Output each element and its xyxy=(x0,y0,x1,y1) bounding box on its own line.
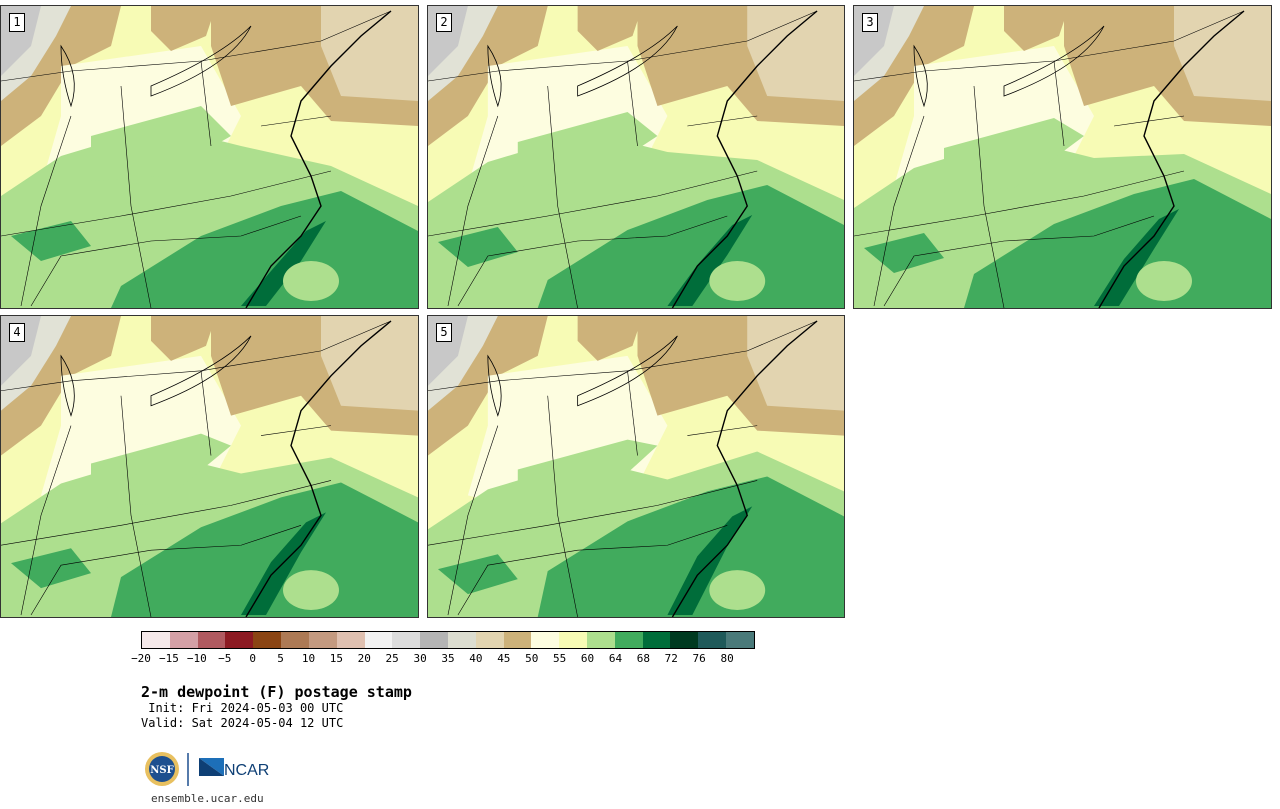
dewpoint-map xyxy=(1,316,418,617)
dewpoint-map xyxy=(1,6,418,308)
colorbar-tick-label: 76 xyxy=(692,652,706,665)
colorbar-swatch xyxy=(698,632,727,648)
nsf-logo-text: NSF xyxy=(150,765,173,776)
colorbar-tick-label: −5 xyxy=(218,652,232,665)
colorbar-tick-label: 20 xyxy=(357,652,371,665)
ncar-logo-text: NCAR xyxy=(224,762,269,779)
colorbar-swatch xyxy=(336,632,365,648)
dewpoint-map xyxy=(428,316,844,617)
colorbar-ticks: −20 −15 −10 −5 0 5 10 15 20 25 30 35 40 45 50 55 60 64 68 7… xyxy=(0,652,1280,666)
colorbar-swatch xyxy=(281,632,309,648)
colorbar-tick-label: 50 xyxy=(525,652,539,665)
figure-title: 2-m dewpoint (F) postage stamp xyxy=(141,683,412,701)
colorbar-tick-label: −20 xyxy=(131,652,151,665)
colorbar-tick-label: 5 xyxy=(277,652,284,665)
colorbar-swatch xyxy=(531,632,560,648)
colorbar-swatch xyxy=(225,632,254,648)
dewpoint-map xyxy=(854,6,1271,308)
colorbar-tick-label: 80 xyxy=(720,652,734,665)
member-label: 1 xyxy=(9,13,25,32)
colorbar-swatch xyxy=(559,632,587,648)
colorbar-swatch xyxy=(364,632,393,648)
ncar-logo-icon: NCAR xyxy=(199,758,269,779)
colorbar-swatch xyxy=(503,632,532,648)
member-panel-1: 1 xyxy=(0,5,419,309)
colorbar-tick-label: 0 xyxy=(249,652,256,665)
logos: NSF NCAR xyxy=(145,752,269,786)
colorbar-tick-label: 15 xyxy=(329,652,343,665)
member-panel-2: 2 xyxy=(427,5,845,309)
member-label: 2 xyxy=(436,13,452,32)
init-time: Init: Fri 2024-05-03 00 UTC xyxy=(141,701,344,715)
colorbar-tick-label: 60 xyxy=(580,652,595,665)
colorbar-swatch xyxy=(392,632,421,648)
colorbar-swatch xyxy=(142,632,170,648)
colorbar-tick-label: 40 xyxy=(469,652,483,665)
colorbar-swatch xyxy=(420,632,448,648)
colorbar-swatch xyxy=(642,632,671,648)
colorbar xyxy=(141,631,755,649)
colorbar-tick-label: 10 xyxy=(301,652,316,665)
colorbar-tick-label: −15 xyxy=(158,652,179,665)
colorbar-tick-label: 64 xyxy=(608,652,623,665)
colorbar-swatch xyxy=(169,632,198,648)
member-panel-5: 5 xyxy=(427,315,845,618)
valid-time: Valid: Sat 2024-05-04 12 UTC xyxy=(141,716,344,730)
colorbar-tick-label: 55 xyxy=(553,652,567,665)
colorbar-tick-label: 25 xyxy=(385,652,399,665)
nsf-logo-icon: NSF xyxy=(145,752,179,786)
colorbar-tick-label: 45 xyxy=(497,652,511,665)
colorbar-tick-label: 72 xyxy=(664,652,678,665)
colorbar-swatch xyxy=(308,632,337,648)
colorbar-swatch xyxy=(614,632,643,648)
member-panel-3: 3 xyxy=(853,5,1272,309)
colorbar-swatch xyxy=(726,632,754,648)
colorbar-swatch xyxy=(253,632,282,648)
colorbar-swatch xyxy=(587,632,615,648)
colorbar-tick-label: 68 xyxy=(636,652,650,665)
colorbar-swatch xyxy=(447,632,476,648)
member-label: 3 xyxy=(862,13,878,32)
member-label: 4 xyxy=(9,323,25,342)
colorbar-swatch xyxy=(670,632,699,648)
site-url: ensemble.ucar.edu xyxy=(151,792,264,805)
member-panel-4: 4 xyxy=(0,315,419,618)
colorbar-tick-label: 35 xyxy=(441,652,455,665)
colorbar-swatch xyxy=(475,632,504,648)
dewpoint-map xyxy=(428,6,844,308)
colorbar-tick-label: 30 xyxy=(413,652,427,665)
colorbar-tick-label: −10 xyxy=(186,652,207,665)
colorbar-swatch xyxy=(197,632,226,648)
member-label: 5 xyxy=(436,323,452,342)
